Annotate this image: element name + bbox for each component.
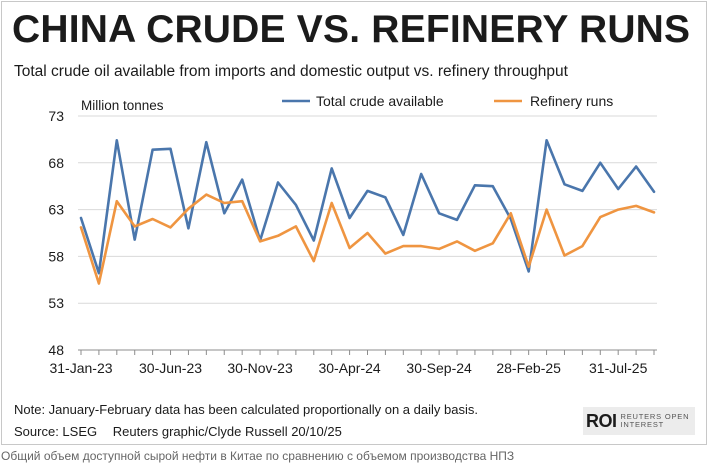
legend-label-total-crude: Total crude available — [316, 93, 444, 109]
x-tick-label: 30-Apr-24 — [318, 360, 380, 376]
y-tick-label: 53 — [48, 295, 64, 311]
y-tick-label: 73 — [48, 108, 64, 124]
x-tick-label: 30-Sep-24 — [406, 360, 472, 376]
x-tick-label: 31-Jul-25 — [589, 360, 648, 376]
series-line-refinery-runs — [79, 193, 656, 285]
credit-text: Reuters graphic/Clyde Russell 20/10/25 — [112, 424, 342, 439]
x-tick-label: 31-Jan-23 — [49, 360, 112, 376]
chart-frame — [1, 1, 707, 445]
logo-text: REUTERS OPEN INTEREST — [620, 412, 690, 429]
line-chart: 48 53 58 63 68 73 31-Jan-23 30-Jun-23 30-Nov-23 3… — [48, 93, 657, 376]
y-axis-label: Million tonnes — [81, 98, 164, 113]
logo-mark: ROI — [586, 410, 617, 431]
y-tick-label: 58 — [48, 248, 64, 264]
x-tick-label: 30-Nov-23 — [227, 360, 293, 376]
x-tick-label: 30-Jun-23 — [139, 360, 202, 376]
chart-title: CHINA CRUDE VS. REFINERY RUNS — [12, 8, 691, 51]
y-tick-label: 48 — [48, 342, 64, 358]
source-text: Source: LSEG — [14, 424, 98, 439]
y-tick-label: 63 — [48, 202, 64, 218]
series-line-total-crude — [79, 139, 656, 275]
roi-logo: ROI REUTERS OPEN INTEREST — [583, 407, 695, 435]
y-tick-label: 68 — [48, 155, 64, 171]
source-line: Source: LSEG Reuters graphic/Clyde Russe… — [14, 424, 354, 439]
image-caption: Общий объем доступной сырой нефти в Кита… — [1, 449, 515, 463]
footnote: Note: January-February data has been cal… — [14, 402, 478, 417]
chart-subtitle: Total crude oil available from imports a… — [14, 63, 568, 80]
legend-label-refinery-runs: Refinery runs — [530, 93, 613, 109]
x-tick-label: 28-Feb-25 — [496, 360, 561, 376]
